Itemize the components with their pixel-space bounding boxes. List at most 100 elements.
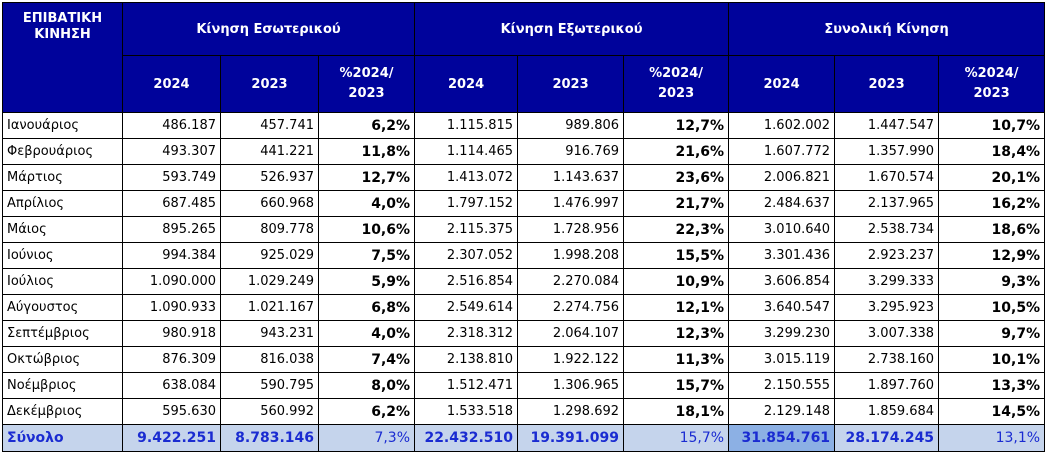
pct-cell[interactable]: 8,0% — [317, 372, 416, 399]
value-cell[interactable]: 2.318.312 — [414, 320, 519, 347]
value-cell[interactable]: 3.007.338 — [834, 320, 940, 347]
value-cell[interactable]: 1.306.965 — [517, 372, 625, 399]
pct-cell[interactable]: 12,7% — [317, 164, 416, 191]
group-header-domestic[interactable]: Κίνηση Εσωτερικού — [121, 2, 416, 56]
total-pct-cell[interactable]: 7,3% — [317, 424, 416, 452]
pct-cell[interactable]: 18,4% — [938, 138, 1046, 165]
value-cell[interactable]: 2.270.084 — [517, 268, 625, 295]
value-cell[interactable]: 1.897.760 — [834, 372, 940, 399]
value-cell[interactable]: 595.630 — [122, 398, 221, 425]
col-header-total-2024[interactable]: 2024 — [728, 55, 836, 113]
total-label-cell[interactable]: Σύνολο — [2, 424, 123, 452]
value-cell[interactable]: 1.447.547 — [834, 112, 940, 139]
value-cell[interactable]: 3.640.547 — [728, 294, 836, 321]
value-cell[interactable]: 660.968 — [220, 190, 319, 217]
pct-cell[interactable]: 12,1% — [623, 294, 730, 321]
value-cell[interactable]: 2.006.821 — [728, 164, 836, 191]
month-cell[interactable]: Μάρτιος — [2, 164, 123, 191]
value-cell[interactable]: 526.937 — [220, 164, 319, 191]
month-cell[interactable]: Φεβρουάριος — [2, 138, 123, 165]
value-cell[interactable]: 3.295.923 — [834, 294, 940, 321]
value-cell[interactable]: 590.795 — [220, 372, 319, 399]
pct-cell[interactable]: 9,3% — [938, 268, 1046, 295]
month-cell[interactable]: Ιούλιος — [2, 268, 123, 295]
value-cell[interactable]: 3.299.230 — [728, 320, 836, 347]
value-cell[interactable]: 2.923.237 — [834, 242, 940, 269]
value-cell[interactable]: 2.115.375 — [414, 216, 519, 243]
corner-header-cell[interactable]: ΕΠΙΒΑΤΙΚΗ ΚΙΝΗΣΗ — [2, 2, 123, 113]
pct-cell[interactable]: 18,6% — [938, 216, 1046, 243]
pct-cell[interactable]: 12,7% — [623, 112, 730, 139]
total-value-cell[interactable]: 9.422.251 — [122, 424, 221, 452]
total-value-cell[interactable]: 8.783.146 — [220, 424, 319, 452]
pct-cell[interactable]: 13,3% — [938, 372, 1046, 399]
pct-cell[interactable]: 11,3% — [623, 346, 730, 373]
pct-cell[interactable]: 6,2% — [317, 398, 416, 425]
value-cell[interactable]: 1.859.684 — [834, 398, 940, 425]
pct-cell[interactable]: 10,5% — [938, 294, 1046, 321]
pct-cell[interactable]: 6,2% — [317, 112, 416, 139]
value-cell[interactable]: 1.602.002 — [728, 112, 836, 139]
value-cell[interactable]: 1.797.152 — [414, 190, 519, 217]
col-header-total-pct[interactable]: %2024/2023 — [938, 55, 1046, 113]
value-cell[interactable]: 638.084 — [122, 372, 221, 399]
col-header-international-pct[interactable]: %2024/2023 — [623, 55, 730, 113]
value-cell[interactable]: 457.741 — [220, 112, 319, 139]
month-cell[interactable]: Οκτώβριος — [2, 346, 123, 373]
value-cell[interactable]: 2.064.107 — [517, 320, 625, 347]
value-cell[interactable]: 3.299.333 — [834, 268, 940, 295]
month-cell[interactable]: Ιούνιος — [2, 242, 123, 269]
pct-cell[interactable]: 20,1% — [938, 164, 1046, 191]
value-cell[interactable]: 2.549.614 — [414, 294, 519, 321]
value-cell[interactable]: 989.806 — [517, 112, 625, 139]
value-cell[interactable]: 2.138.810 — [414, 346, 519, 373]
pct-cell[interactable]: 6,8% — [317, 294, 416, 321]
pct-cell[interactable]: 4,0% — [317, 320, 416, 347]
value-cell[interactable]: 3.301.436 — [728, 242, 836, 269]
value-cell[interactable]: 2.738.160 — [834, 346, 940, 373]
value-cell[interactable]: 2.516.854 — [414, 268, 519, 295]
value-cell[interactable]: 593.749 — [122, 164, 221, 191]
month-cell[interactable]: Αύγουστος — [2, 294, 123, 321]
value-cell[interactable]: 809.778 — [220, 216, 319, 243]
value-cell[interactable]: 1.090.000 — [122, 268, 221, 295]
value-cell[interactable]: 1.512.471 — [414, 372, 519, 399]
pct-cell[interactable]: 4,0% — [317, 190, 416, 217]
value-cell[interactable]: 560.992 — [220, 398, 319, 425]
value-cell[interactable]: 441.221 — [220, 138, 319, 165]
pct-cell[interactable]: 12,9% — [938, 242, 1046, 269]
pct-cell[interactable]: 11,8% — [317, 138, 416, 165]
value-cell[interactable]: 1.114.465 — [414, 138, 519, 165]
value-cell[interactable]: 1.298.692 — [517, 398, 625, 425]
value-cell[interactable]: 2.137.965 — [834, 190, 940, 217]
value-cell[interactable]: 2.484.637 — [728, 190, 836, 217]
value-cell[interactable]: 925.029 — [220, 242, 319, 269]
month-cell[interactable]: Απρίλιος — [2, 190, 123, 217]
value-cell[interactable]: 2.307.052 — [414, 242, 519, 269]
total-pct-cell[interactable]: 13,1% — [938, 424, 1046, 452]
month-cell[interactable]: Δεκέμβριος — [2, 398, 123, 425]
pct-cell[interactable]: 16,2% — [938, 190, 1046, 217]
value-cell[interactable]: 2.274.756 — [517, 294, 625, 321]
pct-cell[interactable]: 10,9% — [623, 268, 730, 295]
col-header-domestic-2023[interactable]: 2023 — [220, 55, 319, 113]
value-cell[interactable]: 1.922.122 — [517, 346, 625, 373]
value-cell[interactable]: 816.038 — [220, 346, 319, 373]
col-header-international-2023[interactable]: 2023 — [517, 55, 625, 113]
value-cell[interactable]: 1.413.072 — [414, 164, 519, 191]
total-value-cell[interactable]: 22.432.510 — [414, 424, 519, 452]
group-header-international[interactable]: Κίνηση Εξωτερικού — [414, 2, 730, 56]
value-cell[interactable]: 1.998.208 — [517, 242, 625, 269]
value-cell[interactable]: 2.150.555 — [728, 372, 836, 399]
value-cell[interactable]: 3.015.119 — [728, 346, 836, 373]
pct-cell[interactable]: 22,3% — [623, 216, 730, 243]
pct-cell[interactable]: 18,1% — [623, 398, 730, 425]
month-cell[interactable]: Σεπτέμβριος — [2, 320, 123, 347]
value-cell[interactable]: 1.021.167 — [220, 294, 319, 321]
pct-cell[interactable]: 10,6% — [317, 216, 416, 243]
total-pct-cell[interactable]: 15,7% — [623, 424, 730, 452]
total-value-cell[interactable]: 19.391.099 — [517, 424, 625, 452]
group-header-total[interactable]: Συνολική Κίνηση — [728, 2, 1046, 56]
value-cell[interactable]: 1.090.933 — [122, 294, 221, 321]
pct-cell[interactable]: 10,1% — [938, 346, 1046, 373]
